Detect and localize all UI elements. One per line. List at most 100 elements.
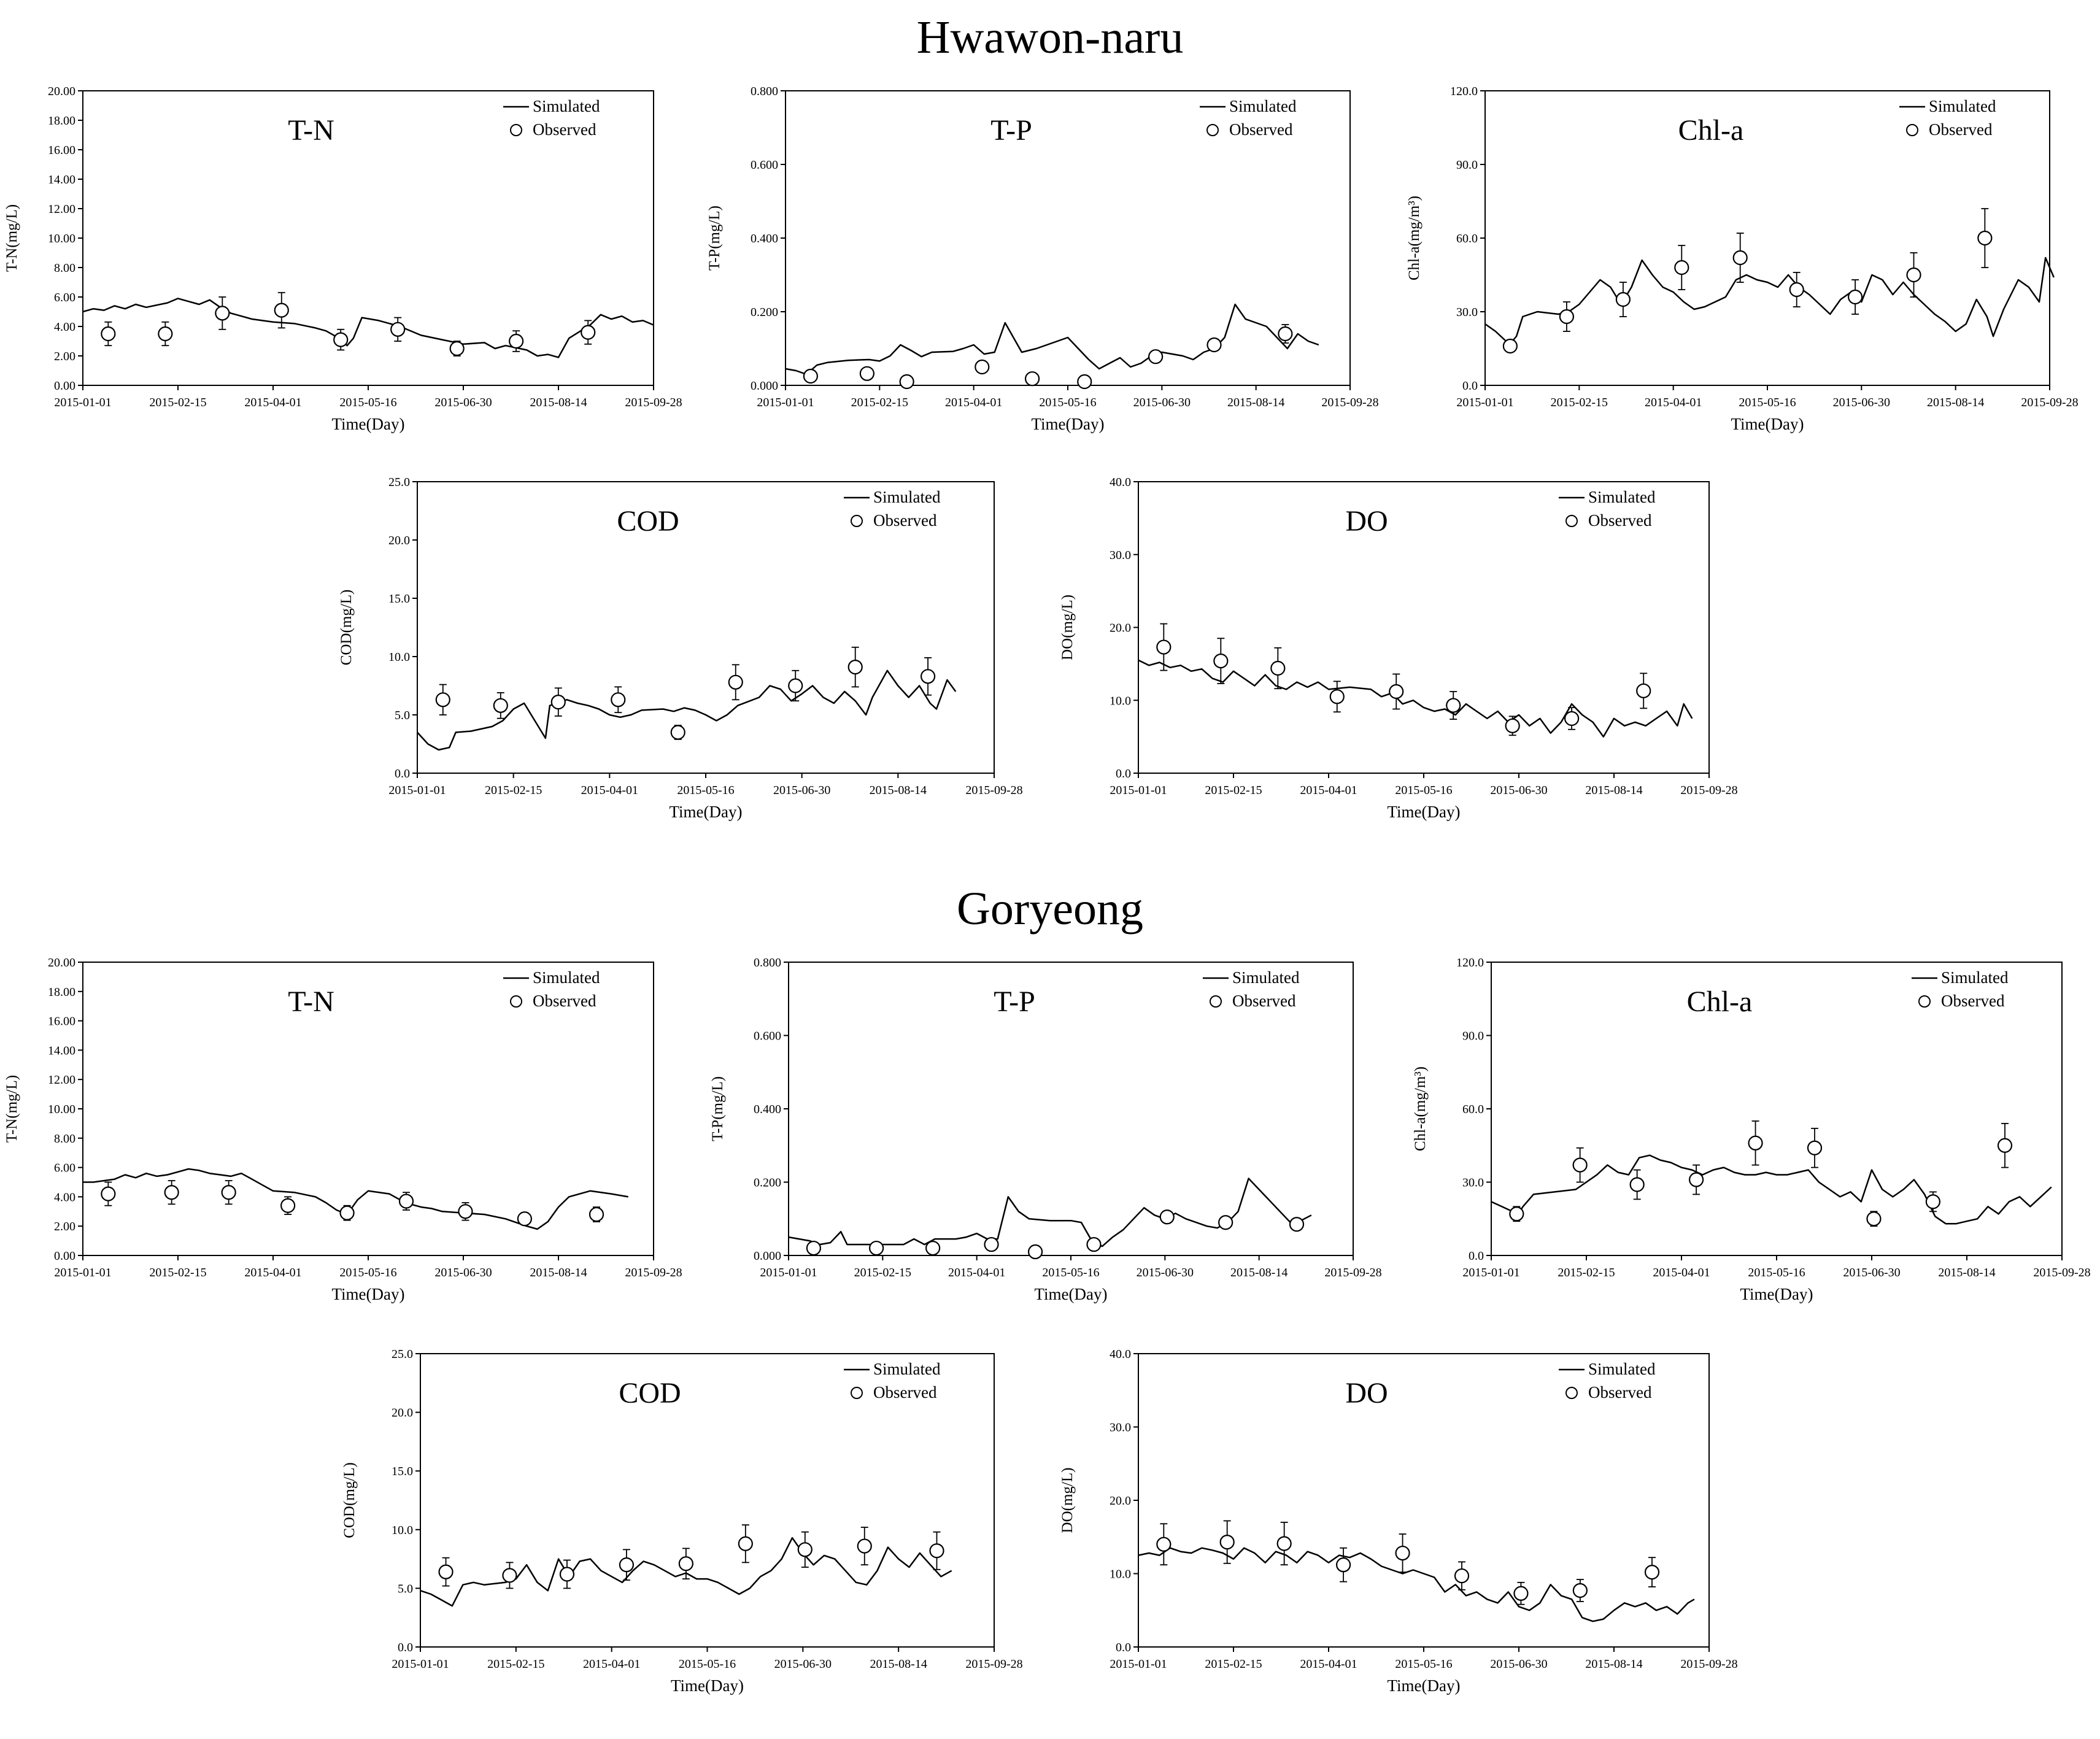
x-tick-label: 2015-06-30 (1833, 396, 1890, 409)
x-axis-label: Time(Day) (671, 1676, 744, 1695)
x-axis-label: Time(Day) (332, 415, 405, 433)
y-tick-label: 60.0 (1462, 1103, 1484, 1116)
chart-svg: 0.000 0.200 0.400 0.600 0.800 2015-01-01 2015-… (706, 85, 1379, 433)
y-tick-label: 30.0 (1456, 306, 1478, 319)
chart-goryeong-cod: 0.0 5.0 10.0 15.0 20.0 25.0 2015-01-01 2015-02-… (328, 1346, 1023, 1739)
x-tick-label: 2015-09-28 (2021, 396, 2078, 409)
observed-point (1977, 230, 1993, 246)
observed-point (1559, 309, 1574, 325)
chart-title: T-N (288, 985, 334, 1018)
x-tick-label: 2015-06-30 (1490, 1657, 1547, 1671)
chart-hwawon-do: 0.0 10.0 20.0 30.0 40.0 2015-01-01 2015-02-15 2… (1046, 474, 1738, 865)
legend-observed-marker (851, 515, 863, 527)
y-axis-label: DO(mg/L) (1059, 1468, 1076, 1533)
observed-point (158, 326, 173, 342)
observed-point (339, 1205, 355, 1220)
legend-observed-label: Observed (873, 1383, 937, 1402)
legend-observed-label: Observed (1229, 120, 1293, 139)
y-tick-label: 30.0 (1462, 1176, 1484, 1190)
y-tick-label: 0.0 (1116, 1641, 1131, 1654)
observed-point (164, 1185, 179, 1200)
x-tick-label: 2015-02-15 (485, 784, 542, 797)
observed-point (1389, 684, 1404, 700)
legend-observed-marker (1206, 124, 1219, 136)
x-tick-label: 2015-04-01 (948, 1266, 1005, 1279)
y-tick-label: 5.0 (398, 1582, 413, 1595)
observed-point (1689, 1172, 1704, 1187)
y-tick-label: 0.800 (751, 85, 778, 98)
x-axis-label: Time(Day) (1731, 415, 1804, 433)
y-tick-label: 6.00 (54, 291, 75, 304)
legend-simulated-label: Simulated (533, 97, 600, 115)
y-tick-label: 10.0 (392, 1524, 413, 1537)
section-title-hwawon: Hwawon-naru (916, 12, 1184, 63)
y-tick-label: 30.0 (1110, 1421, 1131, 1435)
observed-point (559, 1567, 575, 1582)
legend-simulated-label: Simulated (873, 1360, 941, 1378)
observed-point (920, 669, 936, 684)
observed-point (847, 660, 863, 675)
chart-hwawon-cod: 0.0 5.0 10.0 15.0 20.0 25.0 2015-01-01 2015-02-… (325, 474, 1023, 865)
y-tick-label: 0.000 (751, 379, 778, 393)
y-tick-label: 0.000 (754, 1249, 781, 1263)
y-tick-label: 90.0 (1462, 1030, 1484, 1043)
chart-title: T-P (994, 985, 1035, 1018)
x-tick-label: 2015-05-16 (1395, 784, 1452, 797)
observed-point (1446, 698, 1461, 713)
section-title-goryeong: Goryeong (957, 883, 1143, 935)
x-axis-label: Time(Day) (1388, 1676, 1461, 1695)
x-tick-label: 2015-05-16 (677, 784, 734, 797)
observed-point (788, 678, 803, 693)
chart-hwawon-chla: 0.0 30.0 60.0 90.0 120.0 2015-01-01 2015-02-15… (1393, 83, 2079, 477)
observed-point (517, 1211, 532, 1227)
chart-svg: 0.00 2.00 4.00 6.00 8.00 10.00 12.00 14.00 16.00… (4, 956, 682, 1303)
observed-point (869, 1240, 884, 1256)
legend-observed-label: Observed (1588, 1383, 1652, 1402)
legend-observed-label: Observed (533, 120, 596, 139)
legend-simulated-label: Simulated (1941, 968, 2009, 987)
observed-point (398, 1193, 414, 1209)
chart-svg: 0.000 0.200 0.400 0.600 0.800 2015-01-01 2015-… (709, 956, 1382, 1303)
legend-observed-label: Observed (1232, 992, 1296, 1010)
x-tick-label: 2015-09-28 (965, 1657, 1022, 1671)
observed-point (1276, 1536, 1292, 1551)
series-simulated-line (785, 303, 1319, 376)
y-tick-label: 25.0 (392, 1348, 413, 1361)
y-tick-label: 20.0 (1110, 622, 1131, 635)
y-tick-label: 0.400 (751, 232, 778, 245)
chart-svg: 0.0 10.0 20.0 30.0 40.0 2015-01-01 2015-02-15 2… (1059, 476, 1738, 821)
y-tick-label: 18.00 (48, 985, 75, 999)
x-tick-label: 2015-05-16 (339, 396, 396, 409)
y-axis-label: COD(mg/L) (341, 1462, 358, 1538)
legend-observed-marker (510, 995, 522, 1008)
observed-point (1159, 1209, 1175, 1225)
x-tick-label: 2015-04-01 (1300, 784, 1357, 797)
observed-point (1789, 282, 1804, 298)
x-tick-label: 2015-08-14 (1585, 784, 1642, 797)
y-tick-label: 20.0 (388, 534, 410, 547)
y-tick-label: 20.0 (1110, 1494, 1131, 1508)
x-axis-label: Time(Day) (670, 803, 743, 821)
y-tick-label: 15.0 (392, 1465, 413, 1478)
y-tick-label: 0.00 (54, 379, 75, 393)
chart-title: Chl-a (1687, 985, 1753, 1018)
chart-hwawon-tn: 0.00 2.00 4.00 6.00 8.00 10.00 12.00 14.00 16.00… (0, 83, 682, 477)
y-tick-label: 90.0 (1456, 158, 1478, 172)
x-tick-label: 2015-04-01 (244, 396, 301, 409)
series-simulated-line (83, 1168, 628, 1230)
series-simulated-line (420, 1537, 952, 1607)
chart-goryeong-do: 0.0 10.0 20.0 30.0 40.0 2015-01-01 2015-02-15 2… (1046, 1346, 1738, 1739)
y-axis-label: DO(mg/L) (1059, 595, 1076, 660)
x-tick-label: 2015-06-30 (1843, 1266, 1900, 1279)
observed-point (1077, 374, 1092, 390)
x-tick-label: 2015-02-15 (149, 396, 206, 409)
observed-point (1866, 1211, 1882, 1227)
y-tick-label: 0.0 (1116, 767, 1131, 781)
y-tick-label: 0.0 (1469, 1249, 1484, 1263)
series-simulated-line (1138, 659, 1693, 738)
chart-svg: 0.0 10.0 20.0 30.0 40.0 2015-01-01 2015-02-15 2… (1059, 1348, 1738, 1695)
x-tick-label: 2015-06-30 (1137, 1266, 1194, 1279)
x-tick-label: 2015-02-15 (149, 1266, 206, 1279)
x-tick-label: 2015-01-01 (760, 1266, 817, 1279)
y-tick-label: 20.00 (48, 85, 75, 98)
